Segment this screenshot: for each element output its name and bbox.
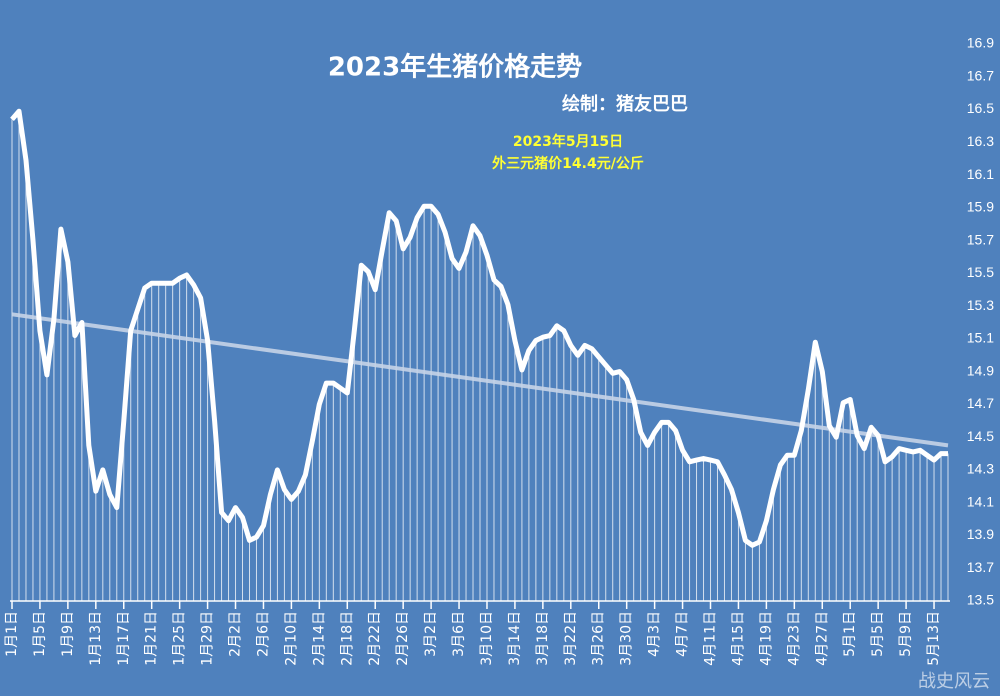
y-tick-label: 15.1 [967,330,994,346]
x-tick-label: 4月11日 [703,611,719,666]
y-tick-label: 14.7 [967,395,994,411]
x-tick-label: 4月23日 [786,611,802,666]
y-tick-label: 16.3 [967,133,994,149]
annotation: 外三元猪价14.4元/公斤 [492,155,644,172]
x-tick-label: 5月1日 [842,611,858,657]
x-tick-label: 2月14日 [311,611,327,666]
x-tick-label: 4月7日 [675,611,691,657]
x-tick-label: 2月2日 [228,611,244,657]
x-tick-label: 2月26日 [395,611,411,666]
chart-title: 2023年生猪价格走势 [328,52,582,83]
x-tick-label: 4月19日 [758,611,774,666]
x-tick-label: 1月25日 [172,611,188,666]
y-tick-label: 16.7 [967,67,994,83]
x-tick-label: 2月22日 [367,611,383,666]
x-tick-label: 2月18日 [339,611,355,666]
x-tick-label: 1月1日 [4,611,20,657]
x-tick-label: 1月5日 [32,611,48,657]
y-tick-label: 14.9 [967,362,994,378]
x-tick-label: 1月17日 [116,611,132,666]
x-tick-label: 4月3日 [647,611,663,657]
y-tick-label: 16.5 [967,100,994,116]
x-tick-label: 2月10日 [283,611,299,666]
x-tick-label: 3月30日 [619,611,635,666]
y-tick-label: 15.5 [967,264,994,280]
y-tick-label: 13.5 [967,592,994,608]
x-tick-label: 4月27日 [814,611,830,666]
trend-line [11,312,949,448]
x-tick-label: 5月5日 [870,611,886,657]
annotation: 2023年5月15日 [513,133,623,150]
x-tick-label: 5月9日 [898,611,914,657]
x-tick-label: 3月14日 [507,611,523,666]
price-line [10,108,948,548]
y-tick-label: 15.9 [967,199,994,215]
x-tick-label: 1月13日 [88,611,104,666]
x-tick-label: 3月10日 [479,611,495,666]
y-tick-label: 15.7 [967,231,994,247]
y-tick-label: 16.1 [967,166,994,182]
x-tick-label: 5月13日 [926,611,942,666]
y-tick-label: 13.9 [967,526,994,542]
subtitle: 绘制：猪友巴巴 [562,93,688,115]
y-tick-label: 14.1 [967,493,994,509]
x-tick-label: 3月26日 [591,611,607,666]
x-tick-label: 1月29日 [200,611,216,666]
x-tick-label: 1月9日 [60,611,76,657]
y-tick-label: 14.3 [967,461,994,477]
y-tick-label: 14.5 [967,428,994,444]
x-tick-label: 4月15日 [730,611,746,666]
watermark: 战史风云 [918,671,990,692]
y-tick-label: 15.3 [967,297,994,313]
x-tick-label: 3月2日 [423,611,439,657]
x-tick-label: 1月21日 [144,611,160,666]
x-tick-label: 3月22日 [563,611,579,666]
x-tick-label: 3月18日 [535,611,551,666]
x-tick-label: 2月6日 [255,611,271,657]
y-tick-label: 13.7 [967,559,994,575]
x-tick-label: 3月6日 [451,611,467,657]
y-tick-label: 16.9 [967,35,994,51]
